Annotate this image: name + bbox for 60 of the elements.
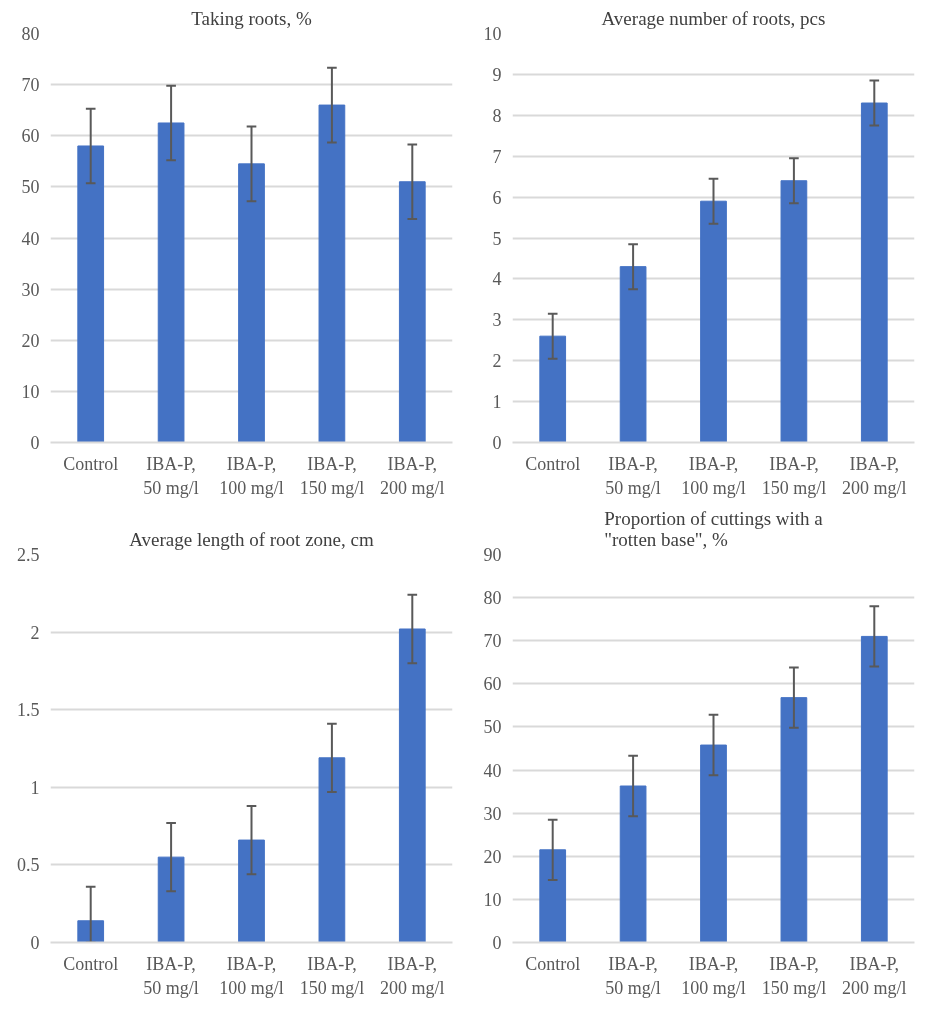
y-tick-label: 0 [492, 933, 502, 953]
y-tick-label: 20 [483, 846, 502, 867]
chart-title: Taking roots, % [191, 7, 312, 29]
x-tick-label: IBA-P, 100 mg/l [219, 453, 284, 498]
y-tick-label: 50 [483, 717, 502, 738]
y-tick-label: 8 [492, 105, 502, 126]
y-tick-label: 70 [21, 75, 40, 96]
x-tick-label: IBA-P, 200 mg/l [842, 453, 907, 498]
x-tick-label: IBA-P, 150 mg/l [299, 953, 365, 998]
y-tick-label: 2 [492, 351, 502, 372]
y-tick-label: 80 [21, 24, 40, 44]
chart-title: Average length of root zone, cm [129, 528, 374, 550]
x-tick-label: Control [63, 453, 119, 474]
x-tick-label: IBA-P, 50 mg/l [143, 453, 199, 498]
y-tick-label: 80 [483, 588, 502, 609]
x-tick-label: Control [63, 953, 119, 974]
x-tick-label: IBA-P, 150 mg/l [299, 453, 365, 498]
y-tick-label: 5 [492, 228, 502, 249]
x-tick-label: Control [525, 453, 581, 474]
y-tick-label: 10 [483, 889, 502, 910]
y-tick-label: 60 [483, 674, 502, 695]
x-tick-label: IBA-P, 100 mg/l [219, 953, 284, 998]
y-tick-label: 4 [492, 269, 502, 290]
x-tick-label: IBA-P, 150 mg/l [761, 953, 827, 998]
y-tick-label: 0.5 [17, 855, 40, 876]
y-tick-label: 70 [483, 631, 502, 652]
x-tick-label: IBA-P, 150 mg/l [761, 453, 827, 498]
y-tick-label: 30 [21, 279, 40, 300]
chart-title: Average number of roots, pcs [601, 7, 826, 29]
x-tick-label: Control [525, 953, 581, 974]
x-tick-label: IBA-P, 200 mg/l [380, 453, 445, 498]
x-tick-label: IBA-P, 50 mg/l [605, 453, 661, 498]
y-tick-label: 30 [483, 803, 502, 824]
y-tick-label: 10 [483, 24, 502, 44]
y-tick-label: 3 [492, 310, 502, 331]
x-tick-label: IBA-P, 50 mg/l [143, 953, 199, 998]
x-tick-label: IBA-P, 100 mg/l [681, 453, 746, 498]
y-tick-label: 90 [483, 545, 502, 565]
x-tick-label: IBA-P, 200 mg/l [380, 953, 445, 998]
y-tick-label: 1.5 [17, 700, 40, 721]
x-tick-label: IBA-P, 100 mg/l [681, 953, 746, 998]
y-tick-label: 9 [492, 64, 502, 85]
x-tick-label: IBA-P, 200 mg/l [842, 953, 907, 998]
x-tick-label: IBA-P, 50 mg/l [605, 953, 661, 998]
y-tick-label: 0 [30, 933, 40, 953]
y-tick-label: 1 [30, 777, 40, 798]
y-tick-label: 1 [492, 392, 502, 413]
y-tick-label: 20 [21, 330, 40, 351]
y-tick-label: 2.5 [17, 545, 40, 565]
y-tick-label: 0 [492, 433, 502, 453]
y-tick-label: 6 [492, 187, 502, 208]
y-tick-label: 0 [30, 433, 40, 453]
y-tick-label: 40 [21, 228, 40, 249]
chart-title: Proportion of cuttings with a "rotten base", % [604, 507, 824, 550]
y-tick-label: 2 [30, 622, 40, 643]
y-tick-label: 7 [492, 146, 502, 167]
y-tick-label: 60 [21, 126, 40, 147]
y-tick-label: 10 [21, 381, 40, 402]
y-tick-label: 40 [483, 760, 502, 781]
y-tick-label: 50 [21, 177, 40, 198]
